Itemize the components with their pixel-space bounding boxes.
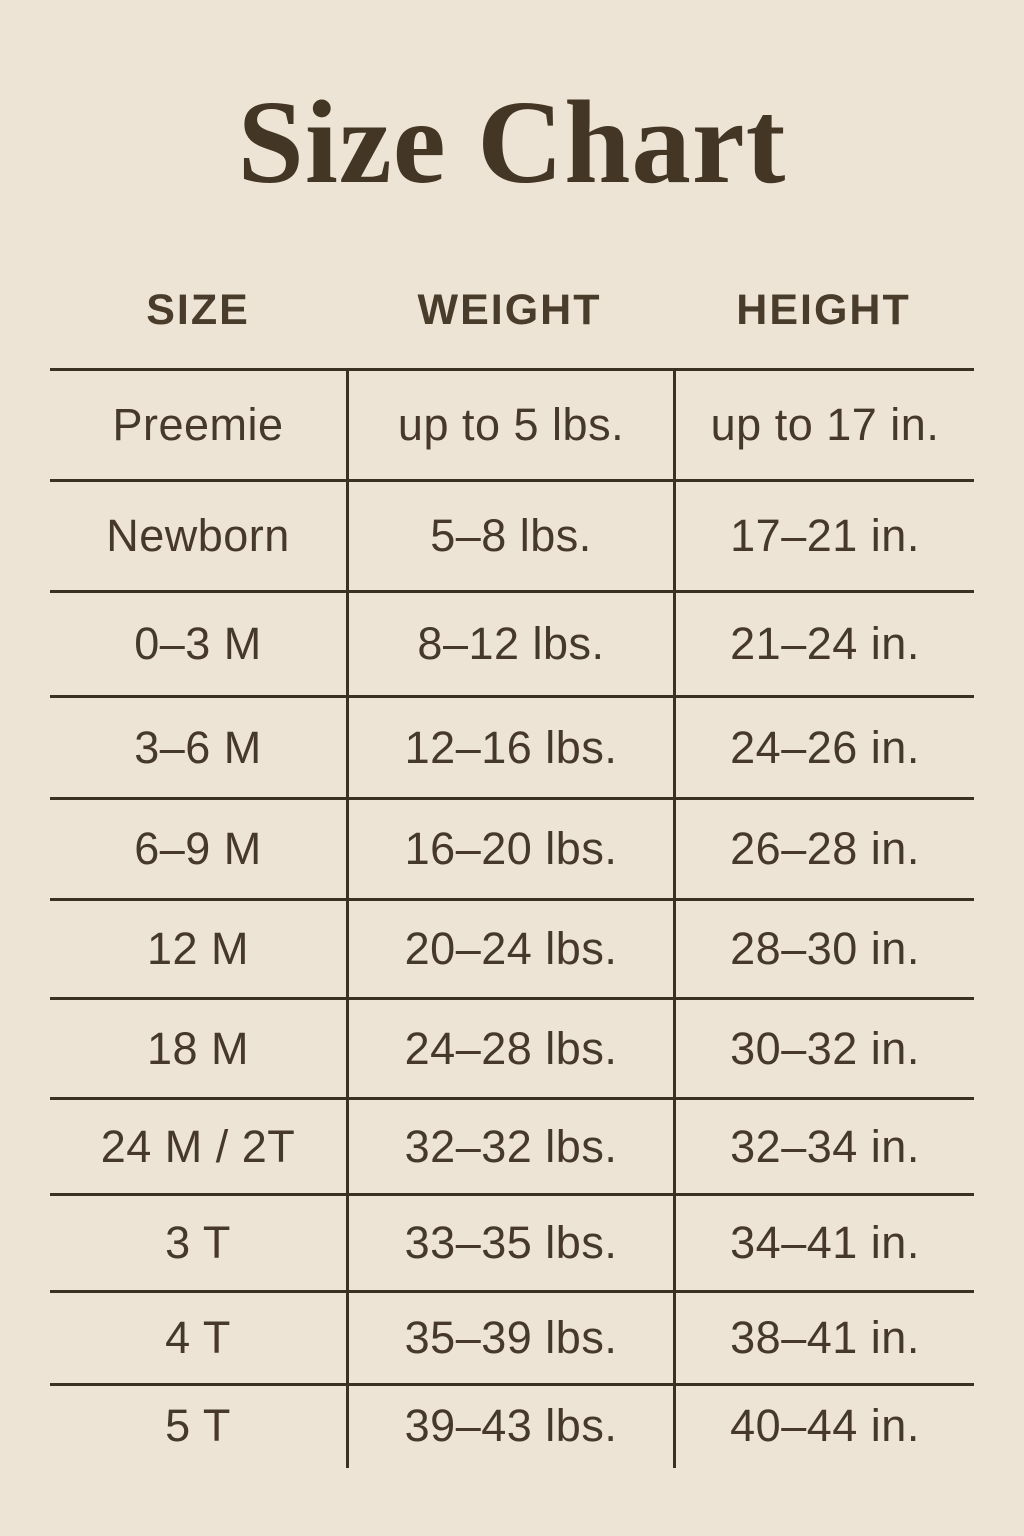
table-cell-height: 17–21 in. xyxy=(673,482,974,590)
table-cell-size: 24 M / 2T xyxy=(100,1120,296,1172)
table-row: 6–9 M 16–20 lbs. 26–28 in. xyxy=(50,797,974,898)
table-cell-weight: 8–12 lbs. xyxy=(346,593,673,695)
table-cell-weight: 20–24 lbs. xyxy=(346,901,673,997)
column-header-size: SIZE xyxy=(146,286,250,334)
table-cell-size: 6–9 M xyxy=(134,823,262,874)
table-row: 3–6 M 12–16 lbs. 24–26 in. xyxy=(50,695,974,797)
table-row: 18 M 24–28 lbs. 30–32 in. xyxy=(50,997,974,1097)
table-header-row: SIZE WEIGHT HEIGHT xyxy=(50,286,974,335)
table-cell-weight: 16–20 lbs. xyxy=(346,800,673,898)
table-cell-height: 26–28 in. xyxy=(673,800,974,898)
page-title: Size Chart xyxy=(237,76,787,208)
table-cell-size: 18 M xyxy=(146,1022,250,1074)
table-cell-size: 3–6 M xyxy=(134,721,262,773)
table-cell-size: 0–3 M xyxy=(134,618,262,669)
table-cell-height: 38–41 in. xyxy=(673,1293,974,1383)
table-cell-size: Newborn xyxy=(106,510,290,561)
table-cell-weight: 35–39 lbs. xyxy=(346,1293,673,1383)
table-row: 3 T 33–35 lbs. 34–41 in. xyxy=(50,1193,974,1290)
table-cell-size: 3 T xyxy=(165,1217,231,1268)
table-cell-size: 12 M xyxy=(146,923,250,974)
table-cell-weight: 12–16 lbs. xyxy=(346,698,673,797)
table-cell-height: 21–24 in. xyxy=(673,593,974,695)
table-cell-weight: 5–8 lbs. xyxy=(346,482,673,590)
table-row: Newborn 5–8 lbs. 17–21 in. xyxy=(50,479,974,590)
table-row: 24 M / 2T 32–32 lbs. 32–34 in. xyxy=(50,1097,974,1193)
table-cell-weight: 39–43 lbs. xyxy=(346,1386,673,1468)
table-cell-size: Preemie xyxy=(112,399,284,450)
column-header-weight: WEIGHT xyxy=(417,286,602,334)
table-row: 0–3 M 8–12 lbs. 21–24 in. xyxy=(50,590,974,695)
table-cell-height: 24–26 in. xyxy=(673,698,974,797)
table-row: 12 M 20–24 lbs. 28–30 in. xyxy=(50,898,974,997)
table-cell-height: 32–34 in. xyxy=(673,1100,974,1193)
table-cell-weight: up to 5 lbs. xyxy=(346,371,673,479)
table-row: 5 T 39–43 lbs. 40–44 in. xyxy=(50,1383,974,1468)
table-cell-weight: 32–32 lbs. xyxy=(346,1100,673,1193)
table-cell-height: 30–32 in. xyxy=(673,1000,974,1097)
table-cell-size: 4 T xyxy=(165,1312,231,1363)
table-cell-size: 5 T xyxy=(165,1400,231,1451)
table-cell-height: 28–30 in. xyxy=(673,901,974,997)
table-cell-height: 34–41 in. xyxy=(673,1196,974,1290)
column-header-height: HEIGHT xyxy=(736,286,911,334)
table-row: 4 T 35–39 lbs. 38–41 in. xyxy=(50,1290,974,1383)
size-table-body: Preemie up to 5 lbs. up to 17 in. Newborn 5–… xyxy=(50,368,974,1468)
table-cell-weight: 33–35 lbs. xyxy=(346,1196,673,1290)
table-row: Preemie up to 5 lbs. up to 17 in. xyxy=(50,368,974,479)
table-cell-height: 40–44 in. xyxy=(673,1386,974,1468)
table-cell-weight: 24–28 lbs. xyxy=(346,1000,673,1097)
table-cell-height: up to 17 in. xyxy=(673,371,974,479)
